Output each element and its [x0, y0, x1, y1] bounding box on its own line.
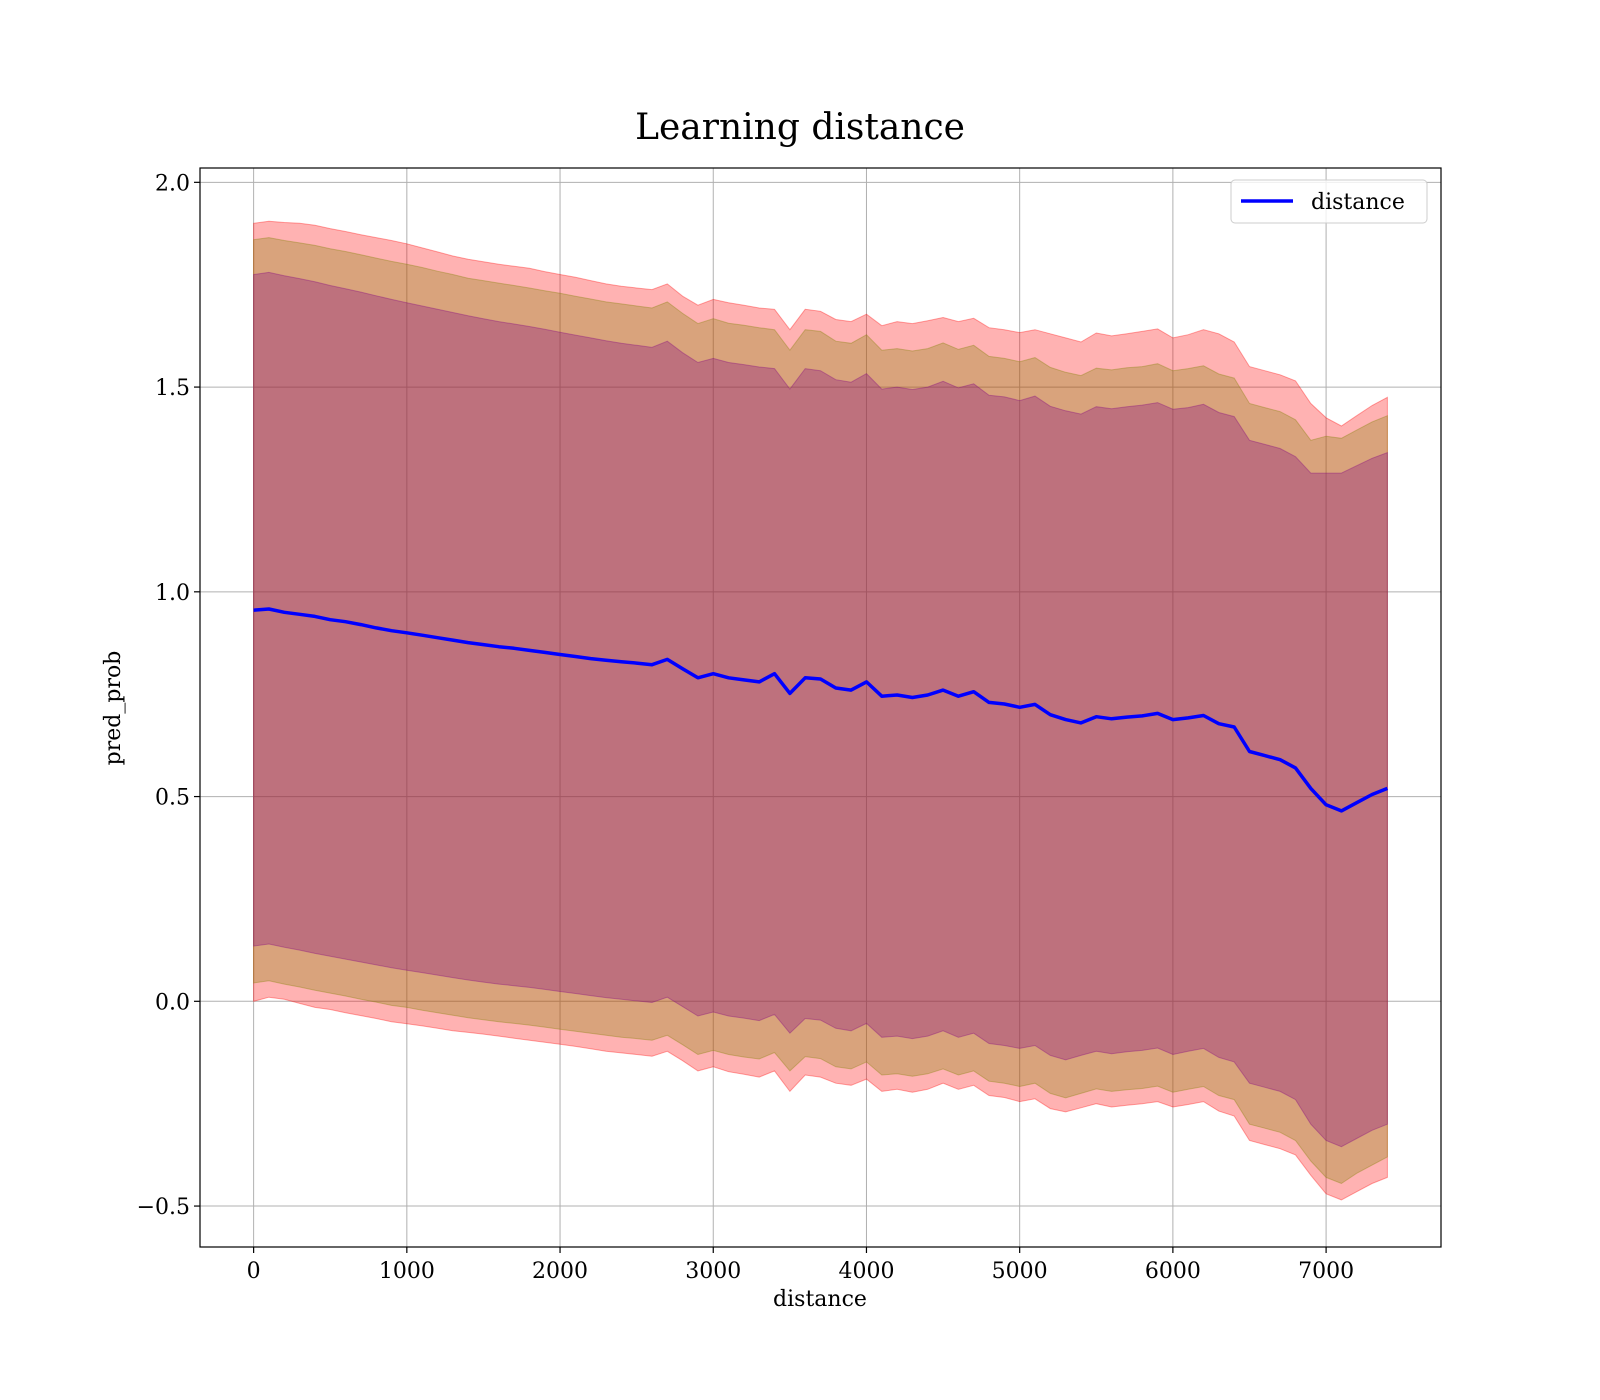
y-axis: −0.5 0.0 0.5 1.0 1.5 2.0 [137, 171, 200, 1220]
y-axis-label: pred_prob [101, 651, 126, 766]
x-tick-label: 4000 [838, 1259, 894, 1284]
band-middle [253, 237, 1388, 1185]
y-tick-label: 0.5 [155, 786, 190, 811]
x-tick-label: 6000 [1145, 1259, 1201, 1284]
x-tick-label: 5000 [992, 1259, 1048, 1284]
y-tick-label: −0.5 [137, 1195, 190, 1220]
series-lines [253, 607, 1389, 813]
legend-label-distance: distance [1311, 190, 1405, 215]
plot-frame [199, 167, 1442, 1248]
y-tick-label: 2.0 [155, 171, 190, 196]
confidence-bands [253, 220, 1388, 1201]
x-tick-label: 7000 [1298, 1259, 1354, 1284]
legend-box [1230, 179, 1428, 224]
y-tick-label: 0.0 [155, 990, 190, 1015]
legend: distance [1230, 179, 1428, 224]
band-inner [253, 271, 1388, 1148]
chart-title: Learning distance [635, 107, 965, 148]
x-tick-label: 1000 [379, 1259, 435, 1284]
y-tick-label: 1.5 [155, 376, 190, 401]
band-outer [253, 220, 1388, 1201]
x-axis: 0 1000 2000 3000 4000 5000 6000 7000 [247, 1247, 1354, 1284]
grid [200, 168, 1441, 1247]
y-tick-label: 1.0 [155, 581, 190, 606]
x-tick-label: 2000 [532, 1259, 588, 1284]
x-tick-label: 3000 [685, 1259, 741, 1284]
x-tick-label: 0 [247, 1259, 261, 1284]
x-axis-label: distance [773, 1287, 867, 1312]
series-line-distance [253, 607, 1389, 813]
